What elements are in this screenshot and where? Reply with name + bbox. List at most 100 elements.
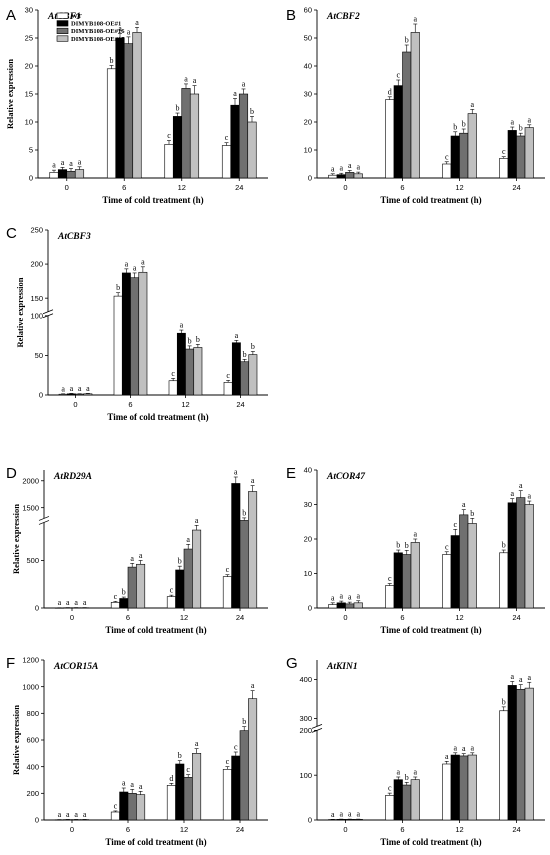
bar — [459, 132, 469, 179]
significance-letter: b — [188, 336, 192, 345]
x-tick-label: 6 — [400, 825, 404, 834]
bar — [385, 795, 395, 821]
significance-letter: c — [186, 765, 190, 774]
gene-title: AtRD29A — [53, 472, 92, 482]
x-tick-label: 12 — [455, 613, 463, 622]
bar — [223, 382, 233, 396]
significance-letter: a — [413, 767, 417, 776]
legend-swatch — [56, 20, 69, 27]
significance-letter: a — [195, 739, 199, 748]
significance-letter: a — [58, 810, 62, 819]
x-tick-label: 24 — [512, 183, 520, 192]
bar — [248, 354, 258, 396]
legend-swatch — [56, 12, 69, 19]
y-tick-label: 20 — [304, 535, 312, 544]
bar — [328, 604, 338, 609]
bar — [410, 779, 420, 821]
y-tick-label: 150 — [30, 294, 43, 303]
x-tick-label: 24 — [512, 613, 520, 622]
significance-letter: a — [242, 79, 246, 88]
significance-letter: a — [139, 551, 143, 560]
bar — [345, 819, 355, 821]
significance-letter: b — [250, 107, 254, 116]
bar — [442, 163, 452, 179]
significance-letter: a — [527, 115, 531, 124]
bar — [113, 295, 123, 396]
y-axis-label: Relative expression — [15, 277, 25, 347]
significance-letter: c — [388, 784, 392, 793]
significance-letter: a — [462, 500, 466, 509]
y-tick-label: 0 — [29, 174, 33, 183]
significance-letter: c — [453, 520, 457, 529]
x-axis-label: Time of cold treatment (h) — [105, 837, 206, 847]
significance-letter: a — [331, 593, 335, 602]
significance-letter: b — [405, 36, 409, 45]
significance-letter: a — [130, 554, 134, 563]
bar — [240, 361, 250, 396]
significance-letter: a — [339, 592, 343, 601]
y-tick-label: 0 — [308, 604, 312, 613]
x-tick-label: 12 — [455, 825, 463, 834]
bar — [336, 819, 346, 821]
bar — [172, 116, 183, 179]
significance-letter: a — [69, 159, 73, 168]
bar — [393, 85, 403, 179]
bar — [353, 173, 363, 179]
significance-letter: a — [331, 164, 335, 173]
bar — [450, 535, 460, 609]
significance-letter: a — [527, 673, 531, 682]
significance-letter: a — [510, 672, 514, 681]
bar — [181, 88, 191, 179]
x-axis-label: Time of cold treatment (h) — [380, 195, 481, 205]
significance-letter: b — [110, 56, 114, 65]
significance-letter: a — [413, 15, 417, 24]
bar — [136, 794, 146, 821]
y-tick-label: 40 — [304, 466, 312, 475]
x-tick-label: 0 — [343, 825, 347, 834]
y-tick-label: 2000 — [22, 476, 39, 485]
significance-letter: a — [135, 18, 139, 27]
significance-letter: b — [122, 588, 126, 597]
axis-break-mark — [38, 516, 50, 521]
panel-letter: G — [286, 655, 298, 672]
gene-title: AtCOR15A — [53, 662, 98, 672]
y-tick-label: 0 — [35, 604, 39, 613]
bar — [516, 688, 526, 821]
bar — [106, 68, 117, 179]
y-tick-label: 25 — [25, 34, 33, 43]
significance-letter: a — [186, 535, 190, 544]
bar — [222, 576, 232, 609]
significance-letter: a — [141, 257, 145, 266]
significance-letter: a — [118, 24, 122, 33]
y-tick-label: 800 — [26, 709, 39, 718]
x-axis-label: Time of cold treatment (h) — [380, 625, 481, 635]
significance-letter: c — [445, 542, 449, 551]
x-tick-label: 24 — [512, 825, 520, 834]
significance-letter: a — [235, 331, 239, 340]
bar — [74, 169, 85, 179]
bar — [499, 710, 509, 821]
y-tick-label: 300 — [299, 714, 312, 723]
bar — [183, 548, 193, 609]
bar — [239, 520, 249, 609]
bar — [402, 51, 412, 179]
significance-letter: a — [78, 157, 82, 166]
significance-letter: c — [502, 147, 506, 156]
bar — [221, 145, 232, 179]
bar — [247, 121, 257, 179]
bar — [516, 497, 526, 609]
bar — [127, 793, 137, 821]
y-tick-label: 100 — [30, 311, 43, 320]
significance-letter: a — [83, 598, 87, 607]
bar — [66, 393, 76, 396]
x-tick-label: 24 — [236, 400, 244, 409]
bar — [385, 99, 395, 179]
significance-letter: a — [127, 27, 131, 36]
y-tick-label: 100 — [299, 771, 312, 780]
significance-letter: c — [114, 801, 118, 810]
significance-letter: b — [251, 342, 255, 351]
significance-letter: a — [195, 516, 199, 525]
bar — [57, 169, 68, 179]
bar — [467, 113, 477, 179]
significance-letter: a — [233, 89, 237, 98]
